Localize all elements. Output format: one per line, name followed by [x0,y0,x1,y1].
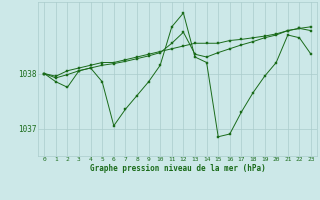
X-axis label: Graphe pression niveau de la mer (hPa): Graphe pression niveau de la mer (hPa) [90,164,266,173]
